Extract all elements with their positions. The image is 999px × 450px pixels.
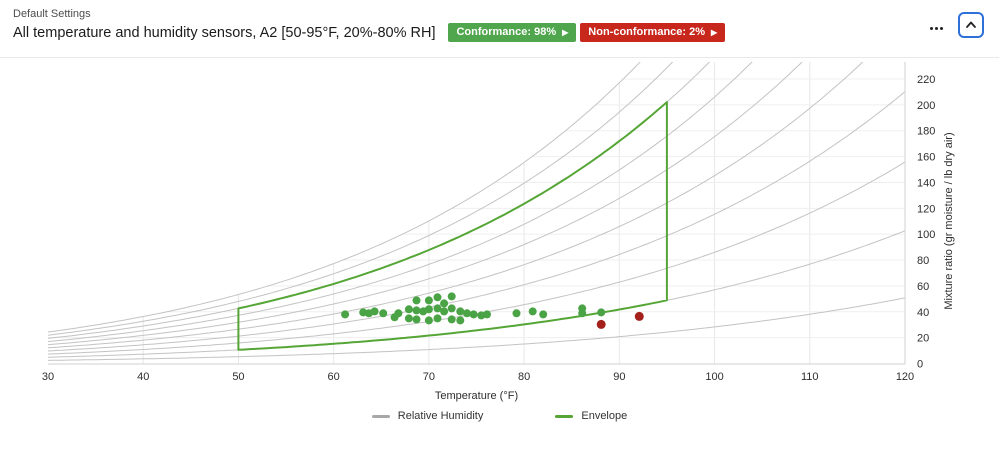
settings-subtitle: Default Settings xyxy=(13,8,91,20)
svg-text:40: 40 xyxy=(137,371,149,383)
svg-text:120: 120 xyxy=(917,203,935,215)
legend-item-envelope[interactable]: Envelope xyxy=(555,410,627,422)
svg-text:220: 220 xyxy=(917,74,935,86)
svg-text:160: 160 xyxy=(917,152,935,164)
ellipsis-icon xyxy=(935,26,938,30)
legend-label: Envelope xyxy=(581,410,628,422)
ellipsis-icon xyxy=(930,26,933,30)
svg-text:60: 60 xyxy=(328,371,340,383)
svg-text:110: 110 xyxy=(801,371,819,383)
svg-text:180: 180 xyxy=(917,126,935,138)
play-arrow-icon: ▶ xyxy=(562,27,569,37)
svg-text:0: 0 xyxy=(917,359,923,371)
svg-text:70: 70 xyxy=(423,371,435,383)
svg-text:140: 140 xyxy=(917,177,935,189)
non-conformance-badge-label: Non-conformance: 2% xyxy=(588,26,706,38)
play-arrow-icon: ▶ xyxy=(711,27,718,37)
svg-text:80: 80 xyxy=(518,371,530,383)
header-text-block: Default Settings All temperature and hum… xyxy=(0,0,726,42)
svg-text:60: 60 xyxy=(917,281,929,293)
x-axis-label: Temperature (°F) xyxy=(435,390,518,402)
non-conformance-badge[interactable]: Non-conformance: 2% ▶ xyxy=(580,23,726,42)
envelope-line-icon xyxy=(555,414,574,418)
relative-humidity-line-icon xyxy=(371,414,390,418)
collapse-panel-button[interactable] xyxy=(958,12,984,38)
svg-text:100: 100 xyxy=(917,229,935,241)
svg-text:30: 30 xyxy=(42,371,54,383)
legend-item-relative-humidity[interactable]: Relative Humidity xyxy=(371,410,484,422)
y-axis-label: Mixture ratio (gr moisture / lb dry air) xyxy=(943,132,955,309)
svg-text:120: 120 xyxy=(896,371,914,383)
svg-text:90: 90 xyxy=(613,371,625,383)
chart-legend: Relative Humidity Envelope xyxy=(0,410,999,422)
svg-text:200: 200 xyxy=(917,100,935,112)
conformance-badges: Conformance: 98% ▶ Non-conformance: 2% ▶ xyxy=(448,23,726,42)
more-options-button[interactable] xyxy=(928,23,945,34)
svg-text:40: 40 xyxy=(917,307,929,319)
legend-label: Relative Humidity xyxy=(397,410,484,422)
page-title: All temperature and humidity sensors, A2… xyxy=(13,24,436,41)
svg-text:20: 20 xyxy=(917,333,929,345)
svg-text:100: 100 xyxy=(705,371,723,383)
conformance-badge[interactable]: Conformance: 98% ▶ xyxy=(448,23,577,42)
header-actions xyxy=(928,0,999,38)
conformance-badge-label: Conformance: 98% xyxy=(456,26,557,38)
ellipsis-icon xyxy=(940,26,943,30)
chevron-up-icon xyxy=(966,21,976,28)
svg-text:50: 50 xyxy=(232,371,244,383)
header: Default Settings All temperature and hum… xyxy=(0,0,999,58)
svg-text:80: 80 xyxy=(917,255,929,267)
